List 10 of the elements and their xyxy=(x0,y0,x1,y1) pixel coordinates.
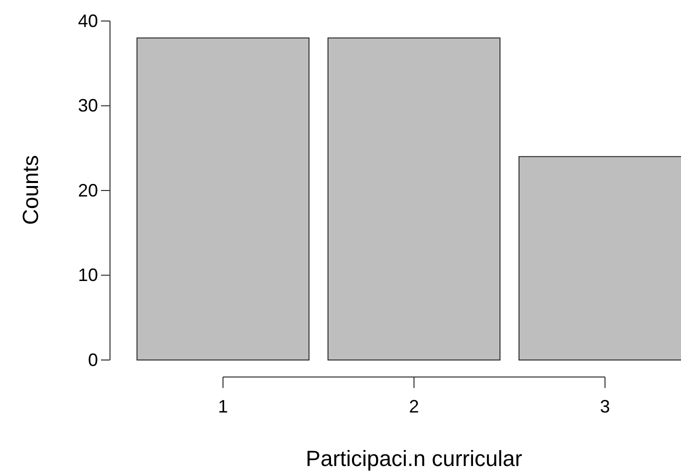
y-tick-label: 20 xyxy=(78,180,98,200)
y-tick-label: 10 xyxy=(78,265,98,286)
y-tick-label: 0 xyxy=(88,350,98,370)
x-tick-label: 1 xyxy=(218,396,228,417)
y-tick-label: 30 xyxy=(78,96,98,116)
x-tick-label: 3 xyxy=(600,396,610,417)
y-tick-label: 40 xyxy=(78,10,98,31)
x-tick-label: 2 xyxy=(408,396,420,417)
y-axis-title: Counts xyxy=(18,155,43,225)
x-axis-title: Participaci.n curricular xyxy=(306,446,522,471)
